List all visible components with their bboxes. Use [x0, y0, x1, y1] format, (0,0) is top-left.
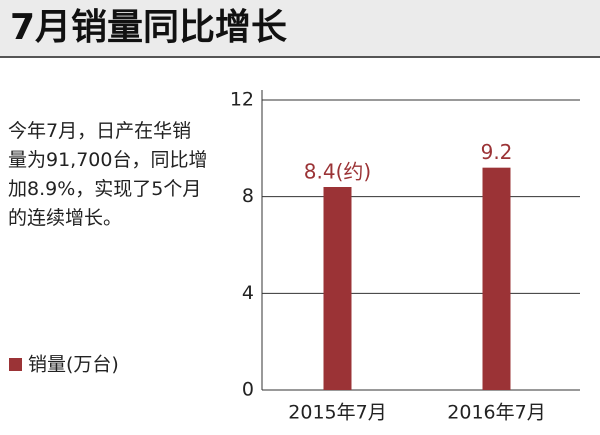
title-band: [0, 0, 600, 56]
y-tick-label: 0: [242, 379, 254, 401]
bar: [323, 187, 352, 390]
x-tick-label: 2016年7月: [447, 402, 545, 424]
chart-title: 7月销量同比增长: [10, 7, 287, 48]
annotation: 今年7月，日产在华销量为91,700台，同比增加8.9%，实现了5个月的连续增长…: [8, 120, 208, 229]
legend-swatch: [9, 358, 22, 371]
value-label: 9.2: [481, 140, 513, 164]
y-tick-label: 4: [242, 282, 254, 304]
x-tick-label: 2015年7月: [288, 402, 386, 424]
value-label: 8.4(约): [304, 160, 371, 184]
y-tick-label: 12: [230, 89, 254, 111]
bar: [482, 167, 511, 390]
y-tick-label: 8: [242, 185, 254, 207]
legend-label: 销量(万台): [28, 354, 119, 376]
